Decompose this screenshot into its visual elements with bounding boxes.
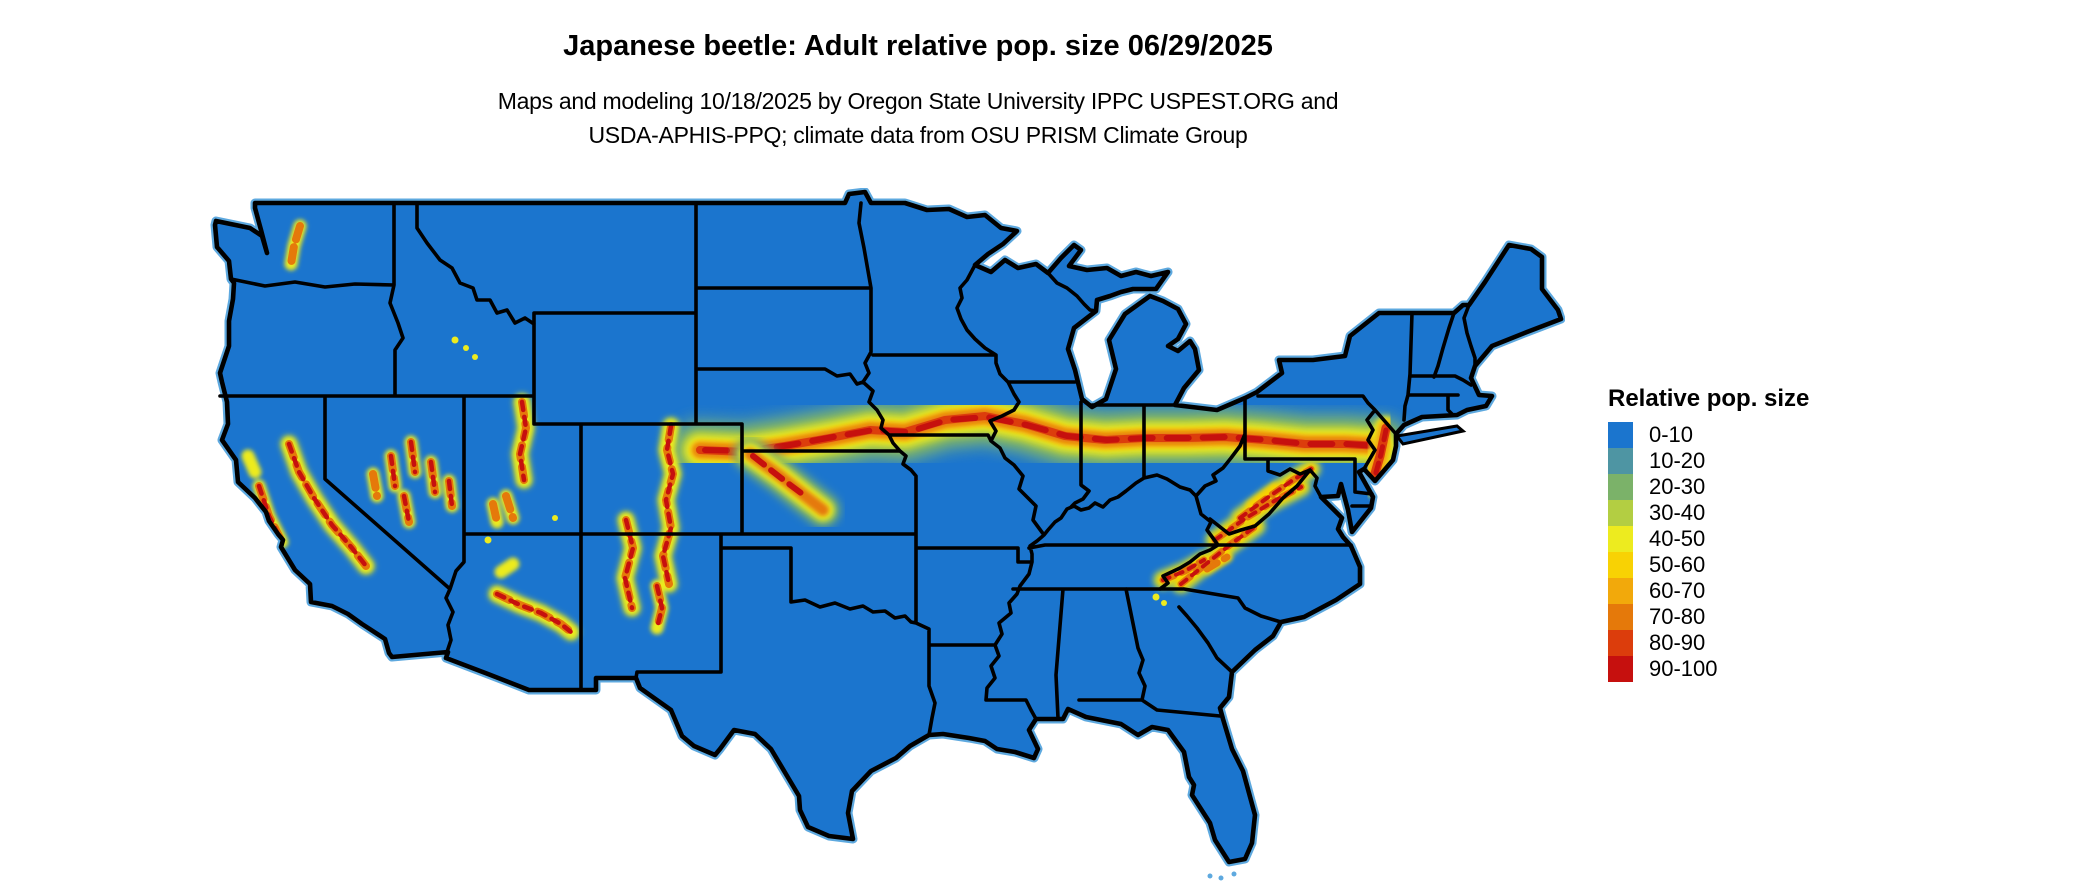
legend-label: 30-40 — [1649, 500, 1706, 525]
legend-label: 20-30 — [1649, 474, 1706, 499]
band-deep-red — [702, 414, 1380, 454]
legend-rows: 0-10 10-20 20-30 30-40 40-50 50-60 60-70 70-80 8… — [1608, 422, 1809, 682]
legend-item: 50-60 — [1608, 552, 1809, 578]
legend-swatch — [1608, 552, 1633, 578]
legend-item: 0-10 — [1608, 422, 1809, 448]
legend-swatch — [1608, 656, 1633, 682]
legend-swatch — [1608, 422, 1633, 448]
legend-label: 90-100 — [1649, 656, 1718, 681]
subtitle-line-2: USDA-APHIS-PPQ; climate data from OSU PR… — [588, 122, 1248, 148]
legend-label: 40-50 — [1649, 526, 1706, 551]
us-population-map — [205, 188, 1565, 888]
subtitle-line-1: Maps and modeling 10/18/2025 by Oregon S… — [497, 88, 1339, 114]
legend-item: 20-30 — [1608, 474, 1809, 500]
legend-swatch — [1608, 630, 1633, 656]
long-island — [1394, 424, 1467, 446]
western-mountain-hotspots — [241, 219, 682, 641]
legend-label: 0-10 — [1649, 422, 1694, 447]
legend-swatch — [1608, 474, 1633, 500]
population-hotspot-layer — [241, 219, 1414, 641]
legend-label: 10-20 — [1649, 448, 1706, 473]
legend-title: Relative pop. size — [1608, 385, 1810, 412]
legend-item: 30-40 — [1608, 500, 1809, 526]
legend-item: 90-100 — [1608, 656, 1809, 682]
state-borders — [218, 201, 1477, 737]
us-map-svg — [205, 188, 1565, 881]
legend-item: 70-80 — [1608, 604, 1809, 630]
legend-item: 80-90 — [1608, 630, 1809, 656]
legend-item: 10-20 — [1608, 448, 1809, 474]
legend-swatch — [1608, 604, 1633, 630]
legend-item: 60-70 — [1608, 578, 1809, 604]
legend-item: 40-50 — [1608, 526, 1809, 552]
map-subtitle: Maps and modeling 10/18/2025 by Oregon S… — [0, 84, 1836, 152]
legend-swatch — [1608, 526, 1633, 552]
new-jersey-hotspot — [1360, 416, 1398, 496]
legend-swatch — [1608, 578, 1633, 604]
legend-swatch — [1608, 500, 1633, 526]
legend-label: 50-60 — [1649, 552, 1706, 577]
map-legend: Relative pop. size 0-10 10-20 20-30 30-40 40… — [1608, 385, 1809, 682]
florida-keys — [1207, 871, 1237, 881]
legend-label: 80-90 — [1649, 630, 1706, 655]
legend-label: 60-70 — [1649, 578, 1706, 603]
legend-swatch — [1608, 448, 1633, 474]
map-title: Japanese beetle: Adult relative pop. siz… — [563, 30, 1273, 62]
kansas-dip-red — [750, 453, 808, 499]
legend-label: 70-80 — [1649, 604, 1706, 629]
